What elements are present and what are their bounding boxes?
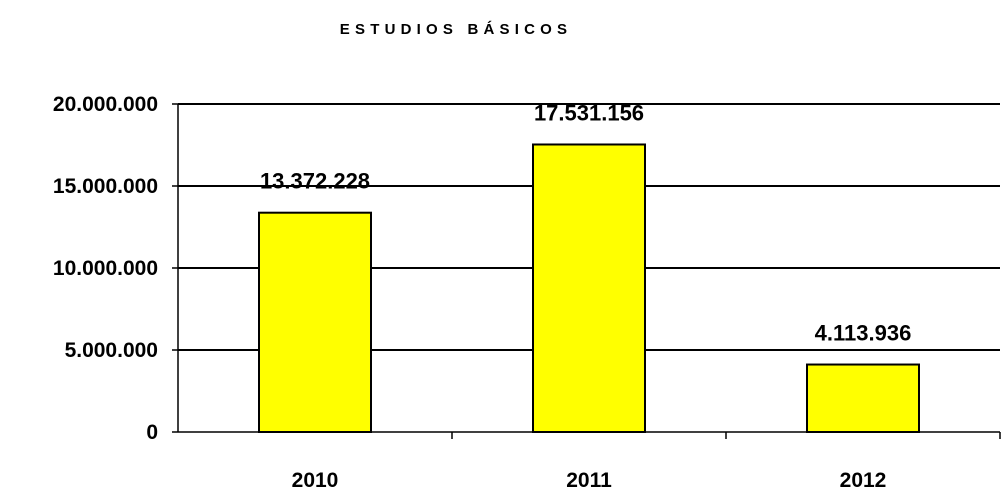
x-tick-label-2012: 2012 [840,469,887,492]
data-label-2010: 13.372.228 [260,169,370,194]
bar-2011 [532,143,646,433]
data-labels: 13.372.228 17.531.156 4.113.936 [260,100,911,345]
y-tick-label: 10.000.000 [53,257,158,280]
data-label-2011: 17.531.156 [534,100,644,125]
y-tick-label: 5.000.000 [65,339,158,362]
x-tick-label-2010: 2010 [292,469,339,492]
y-axis-tick-labels: 0 5.000.000 10.000.000 15.000.000 20.000.000 [53,93,158,444]
bar-2010 [258,211,372,433]
y-tick-label: 0 [146,421,158,444]
x-tick-label-2011: 2011 [566,469,612,492]
y-tick-label: 20.000.000 [53,93,158,116]
data-label-2012: 4.113.936 [815,321,912,346]
bars [258,143,920,434]
bar-2012 [806,363,920,434]
chart-title: ESTUDIOS BÁSICOS [340,21,572,38]
y-tick-label: 15.000.000 [53,175,158,198]
x-axis-tick-labels: 2010 2011 2012 [292,469,887,492]
